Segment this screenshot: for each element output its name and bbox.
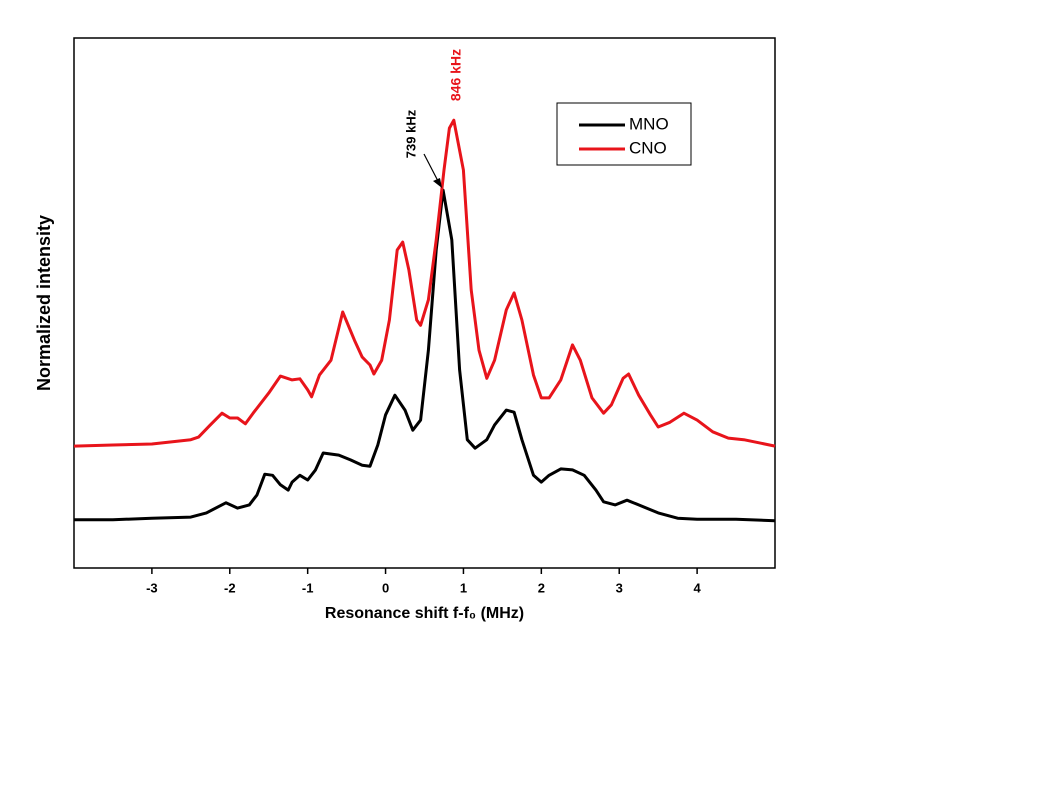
x-tick-label: 0 xyxy=(382,580,389,595)
x-tick-label: -1 xyxy=(302,580,314,595)
x-tick-label: 2 xyxy=(538,580,545,595)
x-tick-label: -3 xyxy=(146,580,158,595)
y-axis-label: Normalized intensity xyxy=(34,215,54,391)
series-line xyxy=(74,188,776,523)
legend-label: CNO xyxy=(629,138,667,157)
annotation: 846 kHz xyxy=(448,49,464,101)
x-tick-label: -2 xyxy=(224,580,236,595)
annotation-arrow xyxy=(423,153,440,184)
annotation-arrowhead xyxy=(433,178,442,188)
series-line xyxy=(73,118,776,448)
x-tick-label: 4 xyxy=(693,580,701,595)
plot-frame xyxy=(73,37,776,569)
annotation: 739 kHz xyxy=(403,109,418,158)
legend-label: MNO xyxy=(629,114,669,133)
x-axis-label: Resonance shift f-f₀ (MHz) xyxy=(325,605,524,622)
x-tick-label: 3 xyxy=(616,580,623,595)
legend-box xyxy=(556,102,692,166)
x-tick-label: 1 xyxy=(460,580,467,595)
